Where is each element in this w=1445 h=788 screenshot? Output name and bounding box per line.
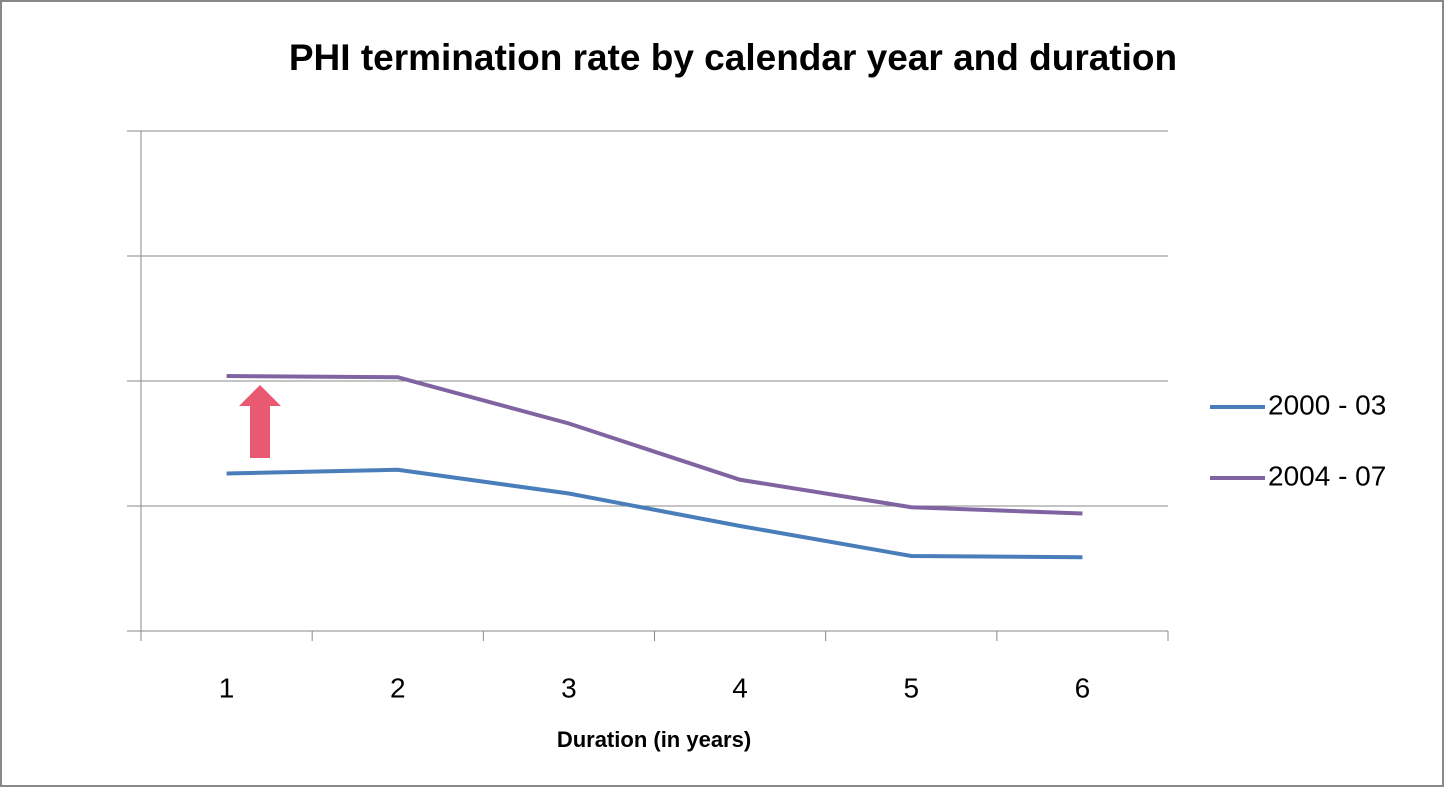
x-tick-label: 3: [561, 672, 577, 703]
x-axis-title: Duration (in years): [557, 727, 751, 752]
series-line: [226, 374, 1083, 516]
arrow-head: [239, 385, 281, 406]
x-tick-label: 4: [732, 672, 748, 703]
x-tick-label: 1: [219, 672, 235, 703]
chart-title: PHI termination rate by calendar year an…: [289, 37, 1177, 78]
series-line: [226, 467, 1083, 560]
legend-label: 2000 - 03: [1268, 389, 1386, 420]
x-tick-label: 6: [1075, 672, 1091, 703]
arrow-shaft: [250, 404, 270, 458]
legend-label: 2004 - 07: [1268, 460, 1386, 491]
annotation-arrow: [239, 385, 281, 458]
x-tick-label: 5: [903, 672, 919, 703]
x-tick-label: 2: [390, 672, 406, 703]
